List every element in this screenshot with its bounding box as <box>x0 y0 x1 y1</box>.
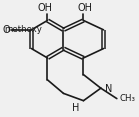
Text: H: H <box>72 103 80 113</box>
Text: methoxy: methoxy <box>4 25 42 34</box>
Text: OH: OH <box>77 3 92 13</box>
Text: O: O <box>3 25 10 35</box>
Text: N: N <box>105 84 112 94</box>
Text: CH₃: CH₃ <box>120 94 136 103</box>
Text: OH: OH <box>37 3 52 13</box>
